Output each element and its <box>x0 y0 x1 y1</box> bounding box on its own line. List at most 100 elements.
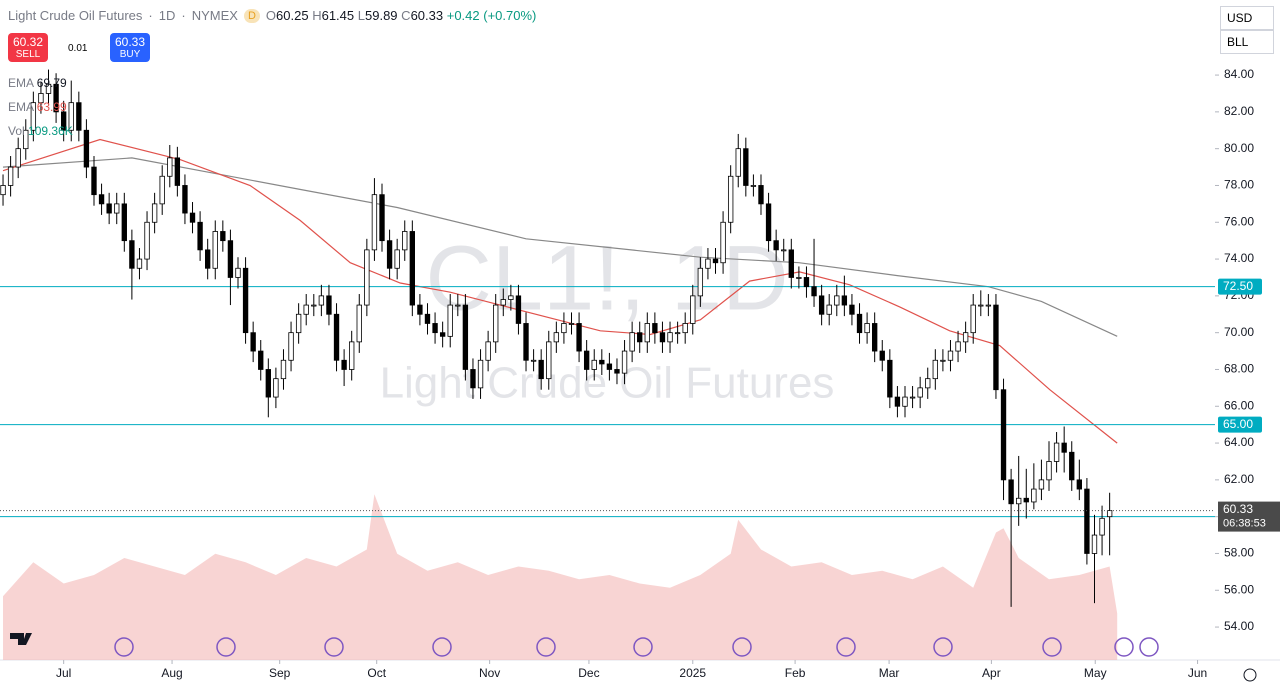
candle-body <box>167 157 173 177</box>
candle-body <box>98 194 105 205</box>
candle-body <box>1023 497 1029 503</box>
candle-body <box>129 240 135 269</box>
x-tick-label: Jun <box>1188 666 1207 680</box>
buy-button[interactable]: 60.33 BUY <box>110 33 150 62</box>
candle-body <box>447 304 453 337</box>
candle-body <box>583 350 590 370</box>
candle-body <box>705 258 711 269</box>
buy-price: 60.33 <box>114 35 146 49</box>
candle-body <box>333 313 340 361</box>
candle-body <box>364 249 370 306</box>
candle-body <box>212 231 218 269</box>
level-label: 65.00 <box>1223 417 1253 431</box>
unit-select[interactable]: BLL <box>1220 30 1274 54</box>
candle-body <box>227 240 234 278</box>
candle-body <box>523 323 529 361</box>
candle-body <box>83 129 90 168</box>
candle-body <box>637 332 643 343</box>
candle-body <box>151 203 158 223</box>
candle-body <box>189 212 196 223</box>
x-tick-label: Aug <box>161 666 182 680</box>
candle-body <box>682 323 688 334</box>
interval: 1D <box>158 8 176 23</box>
change: +0.42 <box>446 8 480 23</box>
badge: D <box>243 8 260 23</box>
candle-body <box>872 323 878 352</box>
candle-body <box>796 277 802 279</box>
x-tick-label: Oct <box>367 666 386 680</box>
candle-body <box>1046 461 1052 481</box>
last-price-bg <box>1218 501 1280 532</box>
candle-body <box>45 83 52 94</box>
candle-body <box>538 359 544 380</box>
candle-body <box>379 194 385 242</box>
candle-body <box>508 295 514 300</box>
legend-ema-2: EMA 63.99 <box>8 100 67 114</box>
candle-body <box>144 221 150 260</box>
candle-body <box>955 341 961 352</box>
x-tick-label: 2025 <box>679 666 706 680</box>
x-tick-label: Mar <box>879 666 900 680</box>
candle-body <box>15 148 21 168</box>
candle-body <box>303 304 309 315</box>
x-tick-label: Feb <box>785 666 806 680</box>
candle-body <box>341 359 347 370</box>
countdown: 06:38:53 <box>1223 518 1266 530</box>
exchange: NYMEX <box>191 8 238 23</box>
high: 61.45 <box>321 8 355 23</box>
l-label: L <box>357 8 365 23</box>
candle-body <box>917 387 923 398</box>
sell-price: 60.32 <box>12 35 44 49</box>
candle-body <box>1008 479 1014 505</box>
candle-body <box>1099 517 1105 536</box>
watermark: CL1!, 1D <box>425 227 788 329</box>
candle-body <box>23 129 29 150</box>
candle-body <box>1031 488 1037 503</box>
legend-value: 63.99 <box>36 100 67 114</box>
candle-body <box>781 249 787 252</box>
candle-body <box>91 166 97 196</box>
candle-body <box>629 332 635 352</box>
candle-body <box>265 369 271 398</box>
candle-body <box>970 304 976 334</box>
candle-body <box>1038 479 1045 490</box>
candle-body <box>1069 451 1075 481</box>
candle-body <box>280 359 287 380</box>
sell-button[interactable]: 60.32 SELL <box>8 33 48 62</box>
x-tick-label: Jul <box>56 666 71 680</box>
candle-body <box>879 350 885 361</box>
candle-body <box>962 332 969 343</box>
candle-body <box>432 323 438 334</box>
candle-body <box>834 295 840 306</box>
candle-body <box>1076 479 1083 490</box>
y-tick-label: 62.00 <box>1224 472 1254 486</box>
candle-body <box>424 313 431 324</box>
candle-body <box>462 304 469 370</box>
last-price-label: 60.33 <box>1223 502 1253 516</box>
candle-body <box>674 332 681 335</box>
candle-body <box>326 295 332 315</box>
candle-body <box>318 295 325 306</box>
candle-body <box>0 185 6 196</box>
candle-body <box>371 194 378 251</box>
candle-body <box>599 359 605 365</box>
candle-body <box>68 102 74 131</box>
x-tick-label: May <box>1084 666 1107 680</box>
candle-body <box>1000 389 1007 481</box>
candle-body <box>735 148 741 177</box>
candle-body <box>515 295 522 324</box>
y-tick-label: 82.00 <box>1224 104 1254 118</box>
y-tick-label: 56.00 <box>1224 582 1254 596</box>
currency-select[interactable]: USD <box>1220 6 1274 30</box>
candle-body <box>288 332 294 361</box>
candle-body <box>811 286 817 297</box>
candle-body <box>818 295 825 315</box>
candle-body <box>470 369 476 389</box>
candle-body <box>197 221 203 251</box>
y-tick-label: 74.00 <box>1224 251 1254 265</box>
candle-body <box>606 363 613 370</box>
level-label-bg <box>1218 416 1262 433</box>
candle-body <box>652 323 658 334</box>
candle-body <box>621 350 628 374</box>
